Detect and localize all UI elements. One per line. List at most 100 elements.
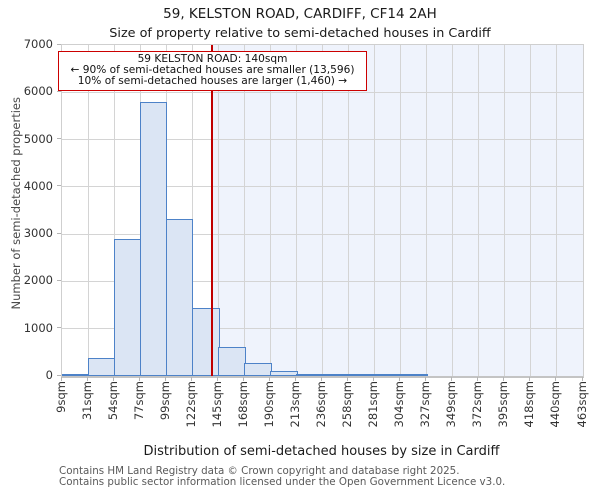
y-tick-label: 4000 — [23, 178, 53, 193]
y-tick-mark — [57, 327, 61, 329]
y-tick-label: 7000 — [23, 37, 53, 51]
v-gridline — [87, 45, 89, 376]
x-tick-mark — [451, 377, 453, 381]
v-gridline — [478, 45, 480, 376]
x-tick-label: 190sqm — [261, 381, 276, 428]
x-tick-mark — [503, 377, 505, 381]
v-gridline — [113, 45, 115, 376]
marker-line — [211, 45, 214, 376]
x-tick-label: 54sqm — [105, 381, 120, 421]
histogram-bar — [62, 373, 90, 376]
histogram-bar — [270, 370, 298, 376]
x-tick-mark — [138, 377, 140, 381]
x-tick-label: 440sqm — [548, 381, 563, 428]
x-tick-label: 213sqm — [287, 381, 302, 428]
v-gridline — [556, 45, 558, 376]
y-tick-mark — [57, 90, 61, 92]
x-tick-label: 463sqm — [574, 381, 589, 428]
x-tick-label: 372sqm — [470, 381, 485, 428]
y-tick-label: 2000 — [23, 273, 53, 288]
v-gridline — [191, 45, 193, 376]
x-tick-mark — [399, 377, 401, 381]
y-tick-mark — [57, 374, 61, 376]
annotation-line-1: 59 KELSTON ROAD: 140sqm — [137, 53, 288, 65]
x-tick-mark — [347, 377, 349, 381]
v-gridline — [295, 45, 297, 376]
v-gridline — [322, 45, 323, 376]
x-tick-label: 31sqm — [79, 381, 94, 421]
footer-line-2: Contains public sector information licen… — [59, 476, 506, 489]
x-tick-label: 99sqm — [157, 381, 172, 421]
y-tick-label: 0 — [45, 368, 53, 382]
x-tick-label: 9sqm — [53, 381, 68, 413]
y-tick-mark — [57, 232, 61, 234]
y-tick-label: 1000 — [23, 320, 53, 335]
x-tick-label: 395sqm — [496, 381, 511, 428]
x-axis-title: Distribution of semi-detached houses by … — [143, 444, 500, 459]
x-tick-label: 236sqm — [314, 381, 328, 428]
x-tick-label: 77sqm — [131, 381, 146, 421]
histogram-bar — [192, 308, 220, 376]
y-tick-label: 5000 — [23, 131, 53, 146]
shaded-region-larger — [212, 45, 583, 376]
histogram-bar — [166, 219, 194, 376]
x-tick-mark — [190, 377, 192, 381]
annotation-line-3: 10% of semi-detached houses are larger (… — [77, 74, 348, 87]
histogram-bar — [218, 346, 246, 376]
x-tick-mark — [321, 377, 322, 381]
v-gridline — [374, 45, 376, 376]
x-tick-mark — [60, 377, 62, 381]
v-gridline — [269, 45, 271, 376]
v-gridline — [530, 45, 532, 376]
annotation-box: 59 KELSTON ROAD: 140sqm ← 90% of semi-de… — [58, 51, 367, 91]
x-tick-mark — [242, 377, 244, 381]
v-gridline — [452, 45, 454, 376]
v-gridline — [217, 45, 219, 376]
x-tick-label: 327sqm — [418, 381, 433, 428]
x-tick-label: 349sqm — [444, 381, 459, 428]
footer-line-1: Contains HM Land Registry data © Crown c… — [59, 465, 460, 477]
footer: Contains HM Land Registry data © Crown c… — [59, 465, 506, 489]
x-tick-label: 304sqm — [392, 381, 407, 428]
x-tick-mark — [216, 377, 218, 381]
y-tick-mark — [57, 138, 61, 140]
x-tick-label: 122sqm — [183, 381, 198, 428]
v-gridline — [243, 45, 245, 376]
x-tick-mark — [477, 377, 479, 381]
x-tick-label: 258sqm — [340, 381, 355, 428]
y-tick-label: 6000 — [23, 84, 53, 99]
x-tick-label: 281sqm — [366, 381, 381, 428]
histogram-bar — [322, 373, 350, 376]
x-tick-mark — [581, 377, 583, 381]
y-tick-mark — [57, 43, 61, 45]
v-gridline — [400, 45, 402, 376]
plot-area — [61, 44, 584, 378]
histogram-bar — [374, 373, 402, 376]
x-tick-mark — [268, 377, 270, 381]
v-gridline — [348, 45, 350, 376]
y-tick-label: 3000 — [23, 226, 53, 241]
histogram-bar — [140, 101, 168, 376]
annotation-line-2: ← 90% of semi-detached houses are smalle… — [70, 63, 355, 76]
v-gridline — [426, 45, 428, 376]
x-tick-label: 418sqm — [522, 381, 537, 428]
y-tick-mark — [57, 185, 61, 187]
histogram-bar — [296, 373, 324, 376]
x-tick-mark — [164, 377, 166, 381]
page-title: 59, KELSTON ROAD, CARDIFF, CF14 2AH — [163, 6, 437, 22]
v-gridline — [504, 45, 506, 376]
page-subtitle: Size of property relative to semi-detach… — [109, 26, 491, 41]
x-tick-mark — [373, 377, 375, 381]
x-tick-mark — [86, 377, 88, 381]
x-tick-mark — [425, 377, 427, 381]
x-tick-label: 145sqm — [209, 381, 224, 428]
histogram-bar — [88, 357, 116, 376]
x-tick-mark — [294, 377, 296, 381]
x-tick-mark — [112, 377, 114, 381]
x-tick-mark — [555, 377, 557, 381]
histogram-bar — [348, 373, 376, 376]
histogram-bar — [114, 238, 142, 376]
y-tick-mark — [57, 279, 61, 281]
histogram-bar — [244, 362, 272, 376]
histogram-bar — [400, 373, 428, 376]
